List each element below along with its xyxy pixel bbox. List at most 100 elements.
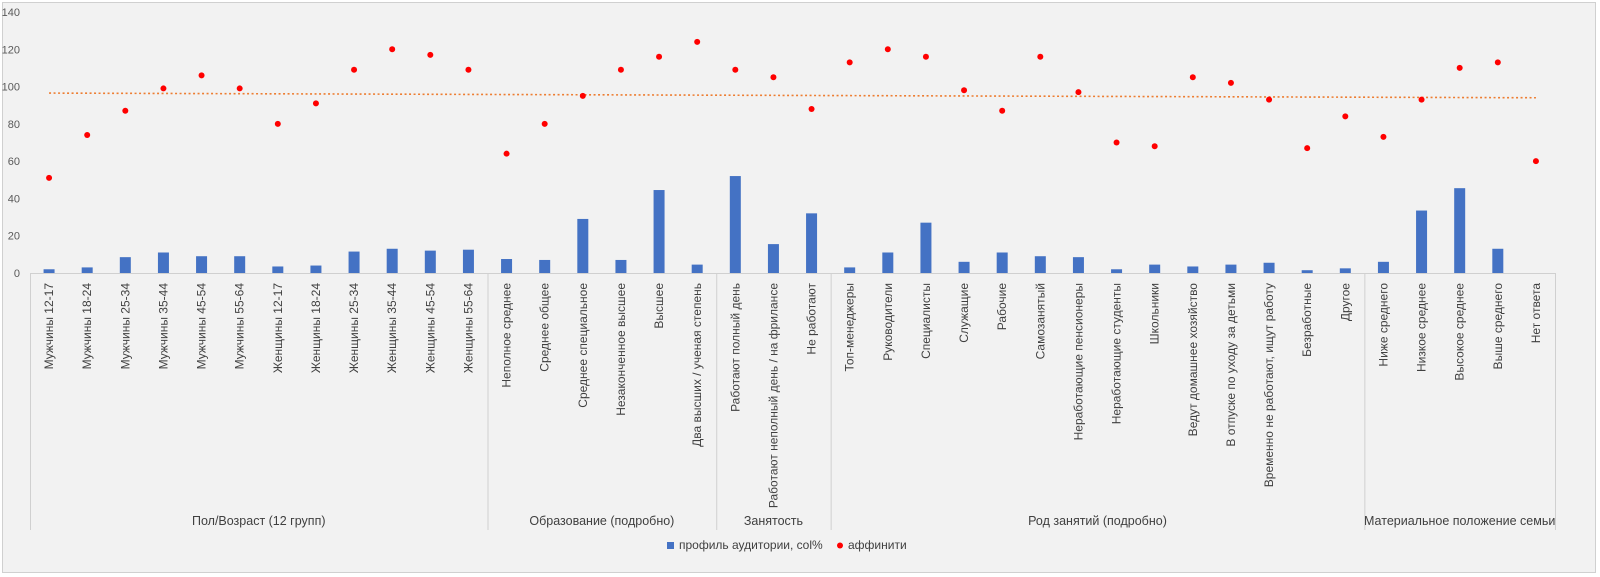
bar bbox=[1377, 261, 1389, 273]
scatter-point bbox=[1494, 59, 1501, 66]
bar bbox=[996, 252, 1008, 273]
scatter-point bbox=[846, 59, 853, 66]
bar bbox=[1225, 264, 1237, 273]
bar bbox=[920, 222, 932, 273]
x-tick-label: Среднее специальное bbox=[576, 283, 590, 408]
bar bbox=[1187, 266, 1199, 273]
bar bbox=[272, 266, 284, 273]
x-tick-label: Высокое среднее bbox=[1453, 283, 1467, 381]
scatter-series bbox=[46, 38, 1539, 181]
trendline-line bbox=[49, 92, 1536, 99]
group-label: Занятость bbox=[744, 514, 803, 528]
x-tick-label: Нет ответа bbox=[1529, 283, 1543, 344]
legend-swatch-dot bbox=[837, 542, 843, 549]
scatter-point bbox=[1304, 145, 1311, 152]
x-tick-label: Мужчины 18-24 bbox=[80, 283, 94, 370]
bar bbox=[1339, 268, 1351, 273]
group-label: Род занятий (подробно) bbox=[1028, 514, 1167, 528]
scatter-point bbox=[312, 100, 319, 107]
scatter-point bbox=[122, 107, 129, 114]
scatter-point bbox=[1075, 89, 1082, 96]
x-tick-label: Выше среднего bbox=[1491, 283, 1505, 370]
x-tick-label: Топ-менеджеры bbox=[843, 283, 857, 372]
x-tick-label: Не работают bbox=[805, 283, 819, 355]
scatter-point bbox=[427, 51, 434, 58]
scatter-point bbox=[46, 174, 53, 181]
scatter-point bbox=[1456, 64, 1463, 71]
trendline bbox=[49, 92, 1536, 99]
legend-swatch-bar bbox=[667, 542, 674, 549]
scatter-point bbox=[84, 132, 91, 139]
bar bbox=[806, 213, 818, 273]
x-tick-label: Неработающие пенсионеры bbox=[1071, 283, 1085, 440]
bar bbox=[1072, 257, 1084, 273]
scatter-point bbox=[1342, 113, 1349, 120]
scatter-point bbox=[1151, 143, 1158, 150]
y-tick-label: 20 bbox=[8, 231, 20, 243]
x-tick-label: Низкое среднее bbox=[1415, 283, 1429, 372]
scatter-point bbox=[236, 85, 243, 92]
x-tick-label: Женщины 45-54 bbox=[423, 283, 437, 373]
bar bbox=[653, 190, 665, 273]
y-tick-label: 0 bbox=[14, 268, 20, 280]
bar bbox=[691, 264, 703, 273]
y-tick-label: 140 bbox=[2, 7, 20, 19]
bar bbox=[1034, 256, 1046, 273]
scatter-point bbox=[503, 150, 510, 157]
bar bbox=[119, 257, 131, 273]
y-tick-label: 60 bbox=[8, 156, 20, 168]
scatter-point bbox=[160, 85, 167, 92]
x-tick-label: Высшее bbox=[652, 283, 666, 329]
scatter-point bbox=[1532, 158, 1539, 165]
bar bbox=[767, 244, 779, 273]
x-axis: Мужчины 12-17 Мужчины 18-24 Мужчины 25-34 М… bbox=[30, 273, 1556, 530]
x-tick-label: В отпуске по уходу за детьми bbox=[1224, 283, 1238, 447]
bar bbox=[729, 176, 741, 273]
x-tick-label: Служащие bbox=[957, 283, 971, 343]
y-tick-label: 100 bbox=[2, 82, 20, 94]
scatter-point bbox=[808, 105, 815, 112]
bar bbox=[882, 252, 894, 273]
group-label: Материальное положение семьи bbox=[1364, 514, 1555, 528]
y-tick-label: 80 bbox=[8, 119, 20, 131]
bar bbox=[424, 250, 436, 273]
scatter-point bbox=[922, 53, 929, 60]
scatter-point bbox=[1227, 79, 1234, 86]
x-tick-label: Самозанятый bbox=[1033, 283, 1047, 359]
bar bbox=[1301, 270, 1313, 273]
scatter-point bbox=[198, 72, 205, 79]
bar bbox=[348, 251, 360, 273]
x-tick-label: Рабочие bbox=[995, 283, 1009, 331]
bar bbox=[1111, 269, 1123, 273]
bar bbox=[501, 259, 513, 273]
x-tick-label: Женщины 55-64 bbox=[461, 283, 475, 373]
scatter-point bbox=[617, 66, 624, 73]
x-tick-label: Мужчины 25-34 bbox=[118, 283, 132, 370]
bar bbox=[462, 249, 474, 273]
scatter-point bbox=[694, 38, 701, 45]
bar bbox=[1492, 248, 1504, 273]
x-tick-label: Незаконченное высшее bbox=[614, 283, 628, 416]
x-tick-label: Временно не работают, ищут работу bbox=[1262, 283, 1276, 487]
scatter-point bbox=[999, 107, 1006, 114]
x-tick-label: Мужчины 55-64 bbox=[233, 283, 247, 370]
scatter-point bbox=[1380, 133, 1387, 140]
bar bbox=[958, 261, 970, 273]
bar bbox=[844, 267, 856, 273]
legend-label-bar: профиль аудитории, col% bbox=[679, 538, 823, 552]
x-tick-label: Ведут домашнее хозяйство bbox=[1186, 283, 1200, 437]
x-tick-label: Неполное среднее bbox=[500, 283, 514, 388]
bar bbox=[43, 269, 55, 273]
x-tick-label: Безработные bbox=[1300, 283, 1314, 357]
x-tick-label: Мужчины 12-17 bbox=[42, 283, 56, 370]
x-tick-label: Женщины 25-34 bbox=[347, 283, 361, 373]
x-tick-label: Другое bbox=[1338, 283, 1352, 321]
scatter-point bbox=[884, 46, 891, 53]
scatter-point bbox=[541, 120, 548, 127]
scatter-point bbox=[579, 92, 586, 99]
group-label: Образование (подробно) bbox=[529, 514, 674, 528]
x-tick-label: Два высших / ученая степень bbox=[690, 283, 704, 447]
bar bbox=[386, 248, 398, 273]
x-tick-label: Женщины 18-24 bbox=[309, 283, 323, 373]
scatter-point bbox=[465, 66, 472, 73]
